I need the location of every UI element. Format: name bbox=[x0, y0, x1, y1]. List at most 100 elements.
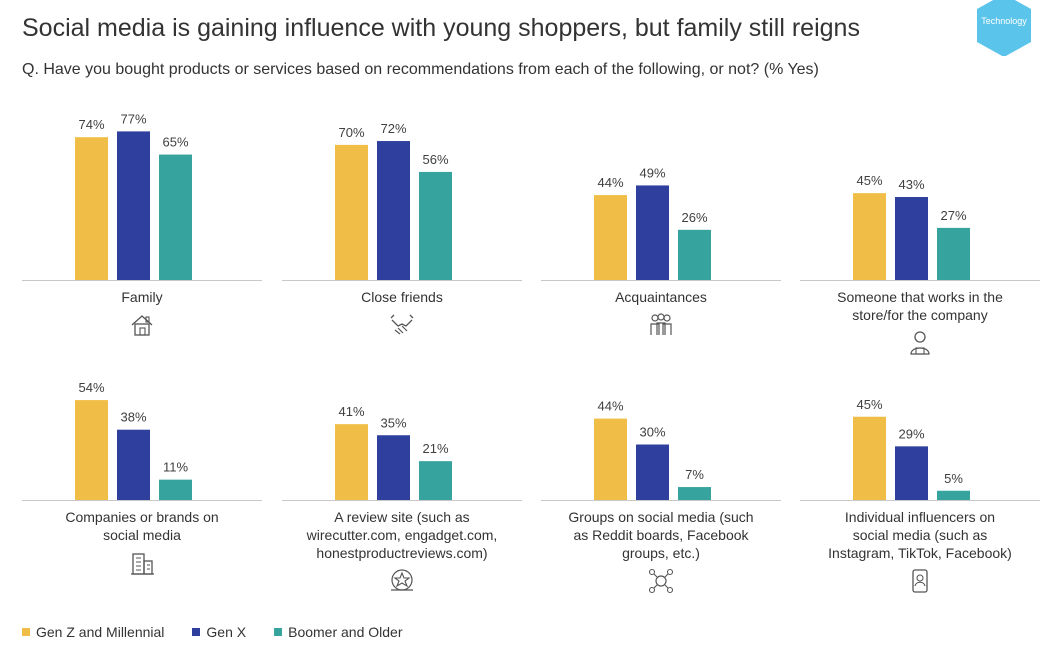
data-label: 70% bbox=[338, 125, 364, 140]
category-label: Groups on social media (such as Reddit bo… bbox=[541, 508, 781, 562]
data-label: 56% bbox=[422, 152, 448, 167]
legend-label: Gen X bbox=[206, 624, 247, 640]
category-label-line: Companies or brands on bbox=[65, 509, 219, 525]
data-label: 74% bbox=[78, 117, 104, 132]
bar-chart: 44% 49% 26% bbox=[541, 165, 781, 281]
bar-chart: 74% 77% 65% bbox=[22, 111, 262, 281]
legend-item: Boomer and Older bbox=[274, 624, 403, 640]
category-label-line: as Reddit boards, Facebook bbox=[573, 527, 749, 543]
bar bbox=[117, 131, 150, 280]
bar bbox=[377, 435, 410, 500]
network-icon bbox=[648, 568, 674, 599]
data-label: 45% bbox=[856, 397, 882, 412]
people-group-icon bbox=[648, 312, 674, 343]
chart-panel: 74% 77% 65% Family bbox=[22, 110, 262, 340]
chart-panel: 44% 30% 7% Groups on social media (such as R… bbox=[541, 372, 781, 602]
bar bbox=[678, 229, 711, 280]
bar bbox=[678, 487, 711, 500]
bar bbox=[937, 227, 970, 280]
category-label-line: Individual influencers on bbox=[844, 509, 996, 525]
category-label: Someone that works in the store/for the c… bbox=[800, 288, 1040, 324]
data-label: 45% bbox=[856, 173, 882, 188]
house-icon bbox=[129, 312, 155, 343]
chart-subtitle: Q. Have you bought products or services … bbox=[22, 61, 819, 78]
bar bbox=[895, 197, 928, 280]
star-badge-icon bbox=[389, 568, 415, 599]
bar bbox=[895, 446, 928, 500]
chart-legend: Gen Z and Millennial Gen X Boomer and Olde… bbox=[22, 624, 431, 640]
data-label: 30% bbox=[639, 425, 665, 440]
category-label-line: Family bbox=[121, 289, 163, 305]
chart-panel: 45% 29% 5% Individual influencers on social … bbox=[800, 372, 1040, 602]
category-label-line: Groups on social media (such bbox=[568, 509, 754, 525]
data-label: 21% bbox=[422, 441, 448, 456]
bar bbox=[159, 479, 192, 500]
bar-chart: 70% 72% 56% bbox=[282, 121, 522, 281]
category-label: Family bbox=[22, 288, 262, 306]
category-label-line: A review site (such as bbox=[334, 509, 470, 525]
category-label-line: social media (such as bbox=[852, 527, 988, 543]
data-label: 5% bbox=[944, 471, 963, 486]
bar bbox=[594, 195, 627, 280]
chart-panel: 44% 49% 26% Acquaintances bbox=[541, 110, 781, 340]
bar bbox=[419, 171, 452, 280]
bar bbox=[636, 185, 669, 280]
category-label: Companies or brands on social media bbox=[22, 508, 262, 544]
bar bbox=[853, 416, 886, 500]
bar bbox=[594, 418, 627, 500]
bar-chart: 45% 29% 5% bbox=[800, 397, 1040, 501]
bar bbox=[937, 490, 970, 500]
category-label-line: Acquaintances bbox=[615, 289, 707, 305]
category-label-line: Instagram, TikTok, Facebook) bbox=[828, 545, 1012, 561]
legend-swatch bbox=[192, 628, 201, 636]
category-label-line: store/for the company bbox=[852, 307, 988, 323]
data-label: 77% bbox=[120, 111, 146, 126]
data-label: 41% bbox=[338, 404, 364, 419]
legend-swatch bbox=[274, 628, 283, 636]
data-label: 26% bbox=[681, 210, 707, 225]
legend-label: Gen Z and Millennial bbox=[36, 624, 165, 640]
chart-panel: 41% 35% 21% A review site (such as wirecutte… bbox=[282, 372, 522, 602]
store-worker-icon bbox=[907, 330, 933, 361]
bar bbox=[75, 137, 108, 280]
category-badge: Technology bbox=[973, 0, 1035, 56]
data-label: 7% bbox=[685, 467, 704, 482]
bar-chart: 41% 35% 21% bbox=[282, 404, 522, 501]
bar bbox=[335, 144, 368, 280]
category-label-line: groups, etc.) bbox=[622, 545, 700, 561]
chart-title: Social media is gaining influence with y… bbox=[22, 14, 860, 42]
phone-influencer-icon bbox=[907, 568, 933, 599]
data-label: 44% bbox=[597, 175, 623, 190]
data-label: 29% bbox=[898, 426, 924, 441]
category-label: Individual influencers on social media (s… bbox=[800, 508, 1040, 562]
data-label: 49% bbox=[639, 165, 665, 180]
office-building-icon bbox=[129, 550, 155, 581]
category-label: A review site (such as wirecutter.com, en… bbox=[282, 508, 522, 562]
data-label: 35% bbox=[380, 415, 406, 430]
data-label: 27% bbox=[940, 208, 966, 223]
category-label: Close friends bbox=[282, 288, 522, 306]
category-label-line: honestproductreviews.com) bbox=[316, 545, 488, 561]
data-label: 38% bbox=[120, 410, 146, 425]
data-label: 72% bbox=[380, 121, 406, 136]
category-label: Acquaintances bbox=[541, 288, 781, 306]
legend-label: Boomer and Older bbox=[288, 624, 403, 640]
data-label: 65% bbox=[162, 135, 188, 150]
data-label: 54% bbox=[78, 380, 104, 395]
handshake-icon bbox=[389, 312, 415, 343]
bar bbox=[377, 141, 410, 280]
bar-chart: 45% 43% 27% bbox=[800, 173, 1040, 281]
legend-item: Gen Z and Millennial bbox=[22, 624, 164, 640]
bar bbox=[636, 444, 669, 500]
badge-label: Technology bbox=[981, 16, 1027, 26]
category-label-line: social media bbox=[103, 527, 181, 543]
bar bbox=[853, 193, 886, 280]
bar bbox=[159, 154, 192, 280]
bar bbox=[335, 424, 368, 500]
data-label: 44% bbox=[597, 399, 623, 414]
chart-panel: 70% 72% 56% Close friends bbox=[282, 110, 522, 340]
category-label-line: wirecutter.com, engadget.com, bbox=[306, 527, 498, 543]
bar bbox=[117, 429, 150, 500]
chart-panel: 54% 38% 11% Companies or brands on social me… bbox=[22, 372, 262, 602]
badge-hexagon-icon bbox=[977, 0, 1031, 56]
